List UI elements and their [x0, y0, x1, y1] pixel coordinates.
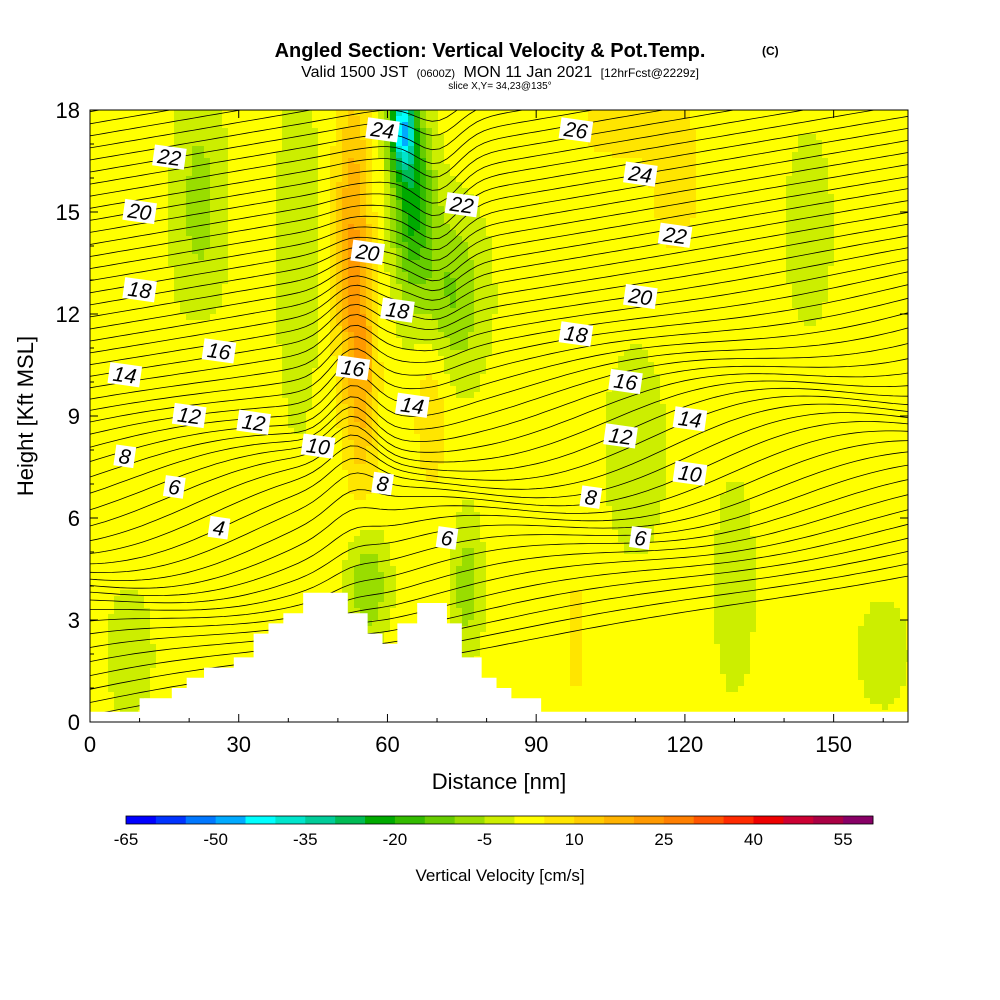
theta-contour-label: 14	[672, 406, 708, 433]
velocity-field	[90, 110, 908, 722]
theta-contour-label: 26	[558, 117, 594, 144]
theta-contour-label: 12	[603, 423, 638, 450]
colorbar-tick-label: 40	[744, 830, 763, 849]
colorbar-swatch	[813, 816, 844, 824]
x-tick-label: 60	[375, 732, 399, 757]
plot-area: 24 26 22 24 20 22 22 20 18 20 18 18 16 14 16 16 14 12 12 14…	[90, 110, 908, 722]
colorbar-tick-label: -65	[114, 830, 139, 849]
colorbar-swatch	[753, 816, 784, 824]
colorbar-swatch	[365, 816, 396, 824]
colorbar-swatch	[484, 816, 515, 824]
colorbar-swatch	[155, 816, 187, 824]
theta-contour-label: 20	[350, 239, 385, 266]
colorbar-swatch	[185, 816, 217, 824]
colorbar-swatch	[574, 816, 605, 824]
y-tick-label: 3	[68, 608, 80, 633]
theta-contour-label: 6	[162, 475, 186, 500]
colorbar-swatch	[454, 816, 485, 824]
y-tick-label: 15	[56, 200, 80, 225]
colorbar-swatch	[215, 816, 246, 824]
colorbar-swatch	[604, 816, 635, 824]
x-tick-label: 30	[226, 732, 250, 757]
colorbar: -65 -50 -35 -20 -5 10 25 40 55	[114, 815, 874, 849]
theta-contour-label: 8	[113, 444, 137, 470]
colorbar-tick-label: -50	[203, 830, 228, 849]
y-tick-label: 12	[56, 302, 80, 327]
colorbar-swatch	[275, 816, 306, 824]
y-tick-label: 9	[68, 404, 80, 429]
colorbar-swatch	[723, 816, 754, 824]
theta-contour-label: 8	[579, 485, 603, 510]
colorbar-swatch	[424, 816, 456, 824]
theta-contour-label: 18	[380, 297, 415, 324]
slice-label: slice X,Y= 34,23@135°	[448, 81, 551, 92]
colorbar-tick-label: -35	[293, 830, 318, 849]
theta-contour-label: 24	[623, 161, 658, 188]
subtitle-valid: Valid 1500 JST	[301, 64, 409, 81]
theta-contour-label: 24	[365, 117, 400, 144]
theta-contour-labels: 24 26 22 24 20 22 22 20 18 20 18 18 16 14 16 16 14 12 12 14…	[107, 117, 708, 551]
x-axis-label: Distance [nm]	[432, 769, 567, 794]
chart-subtitle: Valid 1500 JST (0600Z) MON 11 Jan 2021 […	[301, 64, 699, 81]
theta-contour-label: 18	[122, 277, 157, 304]
colorbar-swatch	[783, 816, 814, 824]
terrain	[90, 592, 908, 722]
theta-contour-label: 10	[300, 433, 336, 460]
y-axis: 0 3 6 9 12 15 18	[56, 98, 908, 735]
colorbar-swatch	[544, 816, 575, 824]
colorbar-tick-label: 10	[565, 830, 584, 849]
y-tick-label: 18	[56, 98, 80, 123]
colorbar-swatch	[843, 816, 874, 824]
theta-contours	[90, 110, 908, 716]
colorbar-tick-label: -20	[383, 830, 408, 849]
theta-contour-label: 14	[395, 392, 430, 419]
theta-contour-label: 12	[171, 402, 207, 430]
theta-contour-label: 16	[335, 355, 371, 382]
chart-title-unit: (C)	[762, 44, 779, 58]
y-tick-label: 6	[68, 506, 80, 531]
colorbar-swatch	[633, 816, 665, 824]
theta-contour-label: 6	[628, 526, 652, 551]
chart-title: Angled Section: Vertical Velocity & Pot.…	[275, 40, 706, 62]
theta-contour-label: 20	[623, 283, 658, 311]
colorbar-swatch	[245, 816, 276, 824]
x-tick-label: 90	[524, 732, 548, 757]
x-tick-label: 150	[815, 732, 852, 757]
colorbar-swatch	[663, 816, 695, 824]
theta-contour-label: 18	[558, 321, 594, 348]
colorbar-tick-label: 25	[654, 830, 673, 849]
colorbar-swatch	[693, 816, 724, 824]
theta-contour-label: 14	[107, 362, 143, 389]
colorbar-label: Vertical Velocity [cm/s]	[415, 866, 584, 885]
theta-contour-label: 4	[207, 515, 231, 541]
colorbar-swatch	[394, 816, 426, 824]
subtitle-forecast: [12hrFcst@2229z]	[601, 66, 699, 80]
theta-contour-label: 20	[122, 198, 157, 226]
theta-contour-label: 8	[371, 471, 394, 497]
x-tick-label: 120	[667, 732, 704, 757]
x-tick-label: 0	[84, 732, 96, 757]
colorbar-swatch	[305, 816, 336, 824]
x-axis: 0 30 60 90 120 150	[84, 110, 884, 757]
theta-contour-label: 16	[608, 368, 643, 396]
subtitle-date: MON 11 Jan 2021	[464, 64, 593, 81]
y-tick-label: 0	[68, 710, 80, 735]
subtitle-utc: (0600Z)	[417, 68, 456, 80]
colorbar-tick-label: -5	[477, 830, 492, 849]
colorbar-swatch	[126, 816, 157, 824]
theta-contour-label: 22	[657, 222, 693, 249]
theta-contour-label: 16	[201, 338, 237, 365]
theta-contour-label: 22	[444, 192, 480, 219]
colorbar-tick-label: 55	[834, 830, 853, 849]
theta-contour-label: 12	[236, 409, 271, 436]
theta-contour-label: 6	[435, 526, 459, 551]
theta-contour-label: 22	[152, 144, 187, 171]
colorbar-swatch	[514, 816, 545, 824]
y-axis-label: Height [Kft MSL]	[13, 336, 38, 496]
colorbar-swatch	[335, 816, 366, 824]
theta-contour-label: 10	[672, 460, 708, 487]
